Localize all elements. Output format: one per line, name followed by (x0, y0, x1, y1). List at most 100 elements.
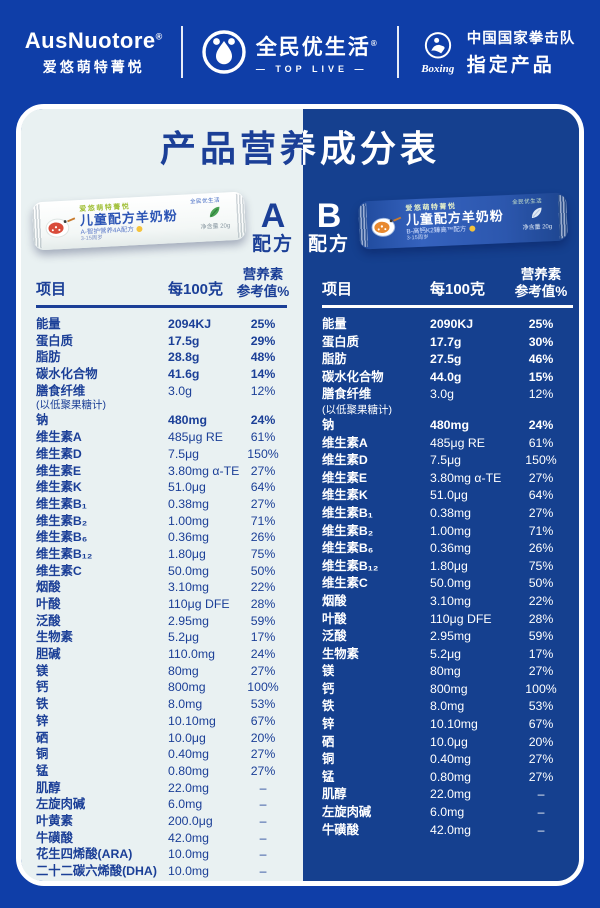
nutrition-row: 钙 800mg 100% (322, 681, 573, 699)
nutrition-row: 泛酸 2.95mg 59% (36, 613, 287, 630)
row-label: 钙 (36, 680, 49, 695)
row-label: 维生素C (322, 576, 368, 591)
pack-b-text: 爱悠萌特菁悦 儿童配方羊奶粉 B-高钙K2臻高™配方 3-15周岁 (402, 200, 517, 242)
row-value: 3.80mg α-TE (168, 463, 240, 478)
row-label: 二十二碳六烯酸(DHA) (36, 864, 157, 878)
row-nrv-percent: 59% (250, 613, 276, 628)
row-nrv-percent: – (259, 813, 267, 828)
row-label: 硒 (36, 730, 49, 745)
row-value: 10.0μg (168, 730, 206, 745)
leaf-icon (209, 206, 220, 218)
row-value: 3.10mg (168, 580, 210, 595)
row-nrv-percent: 100% (525, 681, 557, 696)
nutrition-row: 维生素B₂ 1.00mg 71% (322, 523, 573, 541)
row-nrv-percent: 75% (250, 546, 276, 561)
row-label: 蛋白质 (322, 334, 359, 349)
row-nrv-percent: 27% (528, 769, 554, 784)
row-value: 0.40mg (168, 747, 210, 762)
row-value: 22.0mg (168, 780, 210, 795)
row-value: 42.0mg (168, 830, 210, 845)
row-value: 22.0mg (430, 787, 472, 802)
row-label: 维生素B₁ (36, 496, 87, 511)
nrv-line2: 参考值% (236, 284, 290, 300)
row-value: 17.5g (168, 333, 200, 348)
nutrition-row: 膳食纤维 (以低聚果糖计) 3.0g 12% (36, 383, 287, 413)
nutrition-row: 烟酸 3.10mg 22% (36, 579, 287, 596)
row-nrv-percent: 17% (250, 630, 276, 645)
row-nrv-percent: 53% (250, 697, 276, 712)
row-nrv-percent: 29% (250, 333, 276, 348)
row-value: 0.38mg (168, 496, 210, 511)
row-nrv-percent: 26% (528, 541, 554, 556)
nutrition-row: 叶酸 110μg DFE 28% (36, 596, 287, 613)
row-label: 维生素K (322, 488, 368, 503)
nutrition-row: 膳食纤维 (以低聚果糖计) 3.0g 12% (322, 386, 573, 417)
row-label: 肌醇 (36, 780, 61, 795)
row-nrv-percent: – (259, 780, 267, 795)
row-nrv-percent: – (537, 787, 545, 802)
nutrition-row: 钠 480mg 24% (36, 412, 287, 429)
row-value: 1.80μg (168, 546, 206, 561)
nutrition-row: 维生素A 485μg RE 61% (36, 429, 287, 446)
sun-icon (469, 225, 476, 233)
row-label: 钠 (36, 413, 49, 428)
nutrition-row: 锌 10.10mg 67% (36, 713, 287, 730)
toplive-logo: 全民优生活® — TOP LIVE — (201, 29, 379, 75)
nutrition-row: 牛磺酸 42.0mg – (322, 822, 573, 840)
row-label: 碳水化合物 (322, 369, 384, 384)
formula-letter: A (260, 197, 286, 235)
row-nrv-percent: 48% (250, 350, 276, 365)
row-label: 泛酸 (36, 613, 61, 628)
nutrition-row: 维生素D 7.5μg 150% (36, 446, 287, 463)
nutrition-row: 蛋白质 17.7g 30% (322, 334, 573, 352)
row-label: 生物素 (322, 646, 359, 661)
row-value: 6.0mg (430, 805, 465, 820)
row-label: 脂肪 (36, 350, 61, 365)
row-label: 蛋白质 (36, 333, 73, 348)
registered-mark: ® (370, 38, 379, 48)
nutrition-row: 生物素 5.2μg 17% (322, 646, 573, 664)
row-label: 维生素B₁₂ (36, 546, 93, 561)
formula-word: 配方 (251, 234, 294, 255)
nutrition-row: 锌 10.10mg 67% (322, 716, 573, 734)
net-weight-label: 净含量 20g (522, 224, 553, 232)
row-nrv-percent: 53% (528, 699, 554, 714)
row-label: 叶酸 (36, 597, 61, 611)
row-value: 2.95mg (430, 629, 472, 644)
row-nrv-percent: 50% (250, 563, 276, 578)
toplive-name: 全民优生活® (256, 31, 379, 61)
row-value: 7.5μg (430, 453, 462, 468)
row-label: 维生素B₆ (322, 541, 374, 556)
row-label: 膳食纤维 (以低聚果糖计) (322, 387, 392, 416)
nutrition-row: 锰 0.80mg 27% (322, 769, 573, 787)
row-value: 0.36mg (168, 530, 210, 545)
table-b-header: 项目 每100克 营养素 参考值% (322, 261, 573, 308)
row-nrv-percent: – (259, 847, 267, 862)
nutrition-row: 维生素K 51.0μg 64% (322, 487, 573, 505)
row-nrv-percent: 67% (250, 713, 276, 728)
row-label: 维生素B₁ (322, 505, 373, 520)
nutrition-row: 维生素E 3.80mg α-TE 27% (36, 463, 287, 480)
boxing-text: 中国国家拳击队 指定产品 (467, 27, 576, 77)
nutrition-row: 左旋肉碱 6.0mg – (322, 804, 573, 822)
row-label: 牛磺酸 (322, 822, 359, 837)
toplive-subtitle: — TOP LIVE — (255, 63, 368, 74)
row-value: 7.5μg (168, 446, 200, 461)
row-value: 1.00mg (430, 523, 472, 538)
row-value: 42.0mg (430, 822, 472, 837)
row-nrv-percent: 22% (250, 580, 276, 595)
row-value: 5.2μg (430, 646, 462, 661)
row-label: 花生四烯酸(ARA) (36, 847, 133, 862)
row-value: 10.0mg (168, 864, 210, 878)
row-nrv-percent: 25% (528, 317, 554, 331)
nutrition-row: 维生素C 50.0mg 50% (36, 563, 287, 580)
row-value: 2.95mg (168, 613, 210, 628)
row-nrv-percent: 150% (247, 446, 279, 461)
nutrition-row: 铁 8.0mg 53% (36, 696, 287, 713)
nutrition-row: 维生素B₆ 0.36mg 26% (322, 540, 573, 558)
row-value: 51.0μg (430, 488, 468, 503)
row-label: 维生素B₂ (36, 513, 88, 528)
nutrition-table-b: 项目 每100克 营养素 参考值% 能量 2090KJ 25% 蛋白质 17.7g 30%… (322, 261, 573, 839)
nutrition-row: 铜 0.40mg 27% (36, 746, 287, 763)
